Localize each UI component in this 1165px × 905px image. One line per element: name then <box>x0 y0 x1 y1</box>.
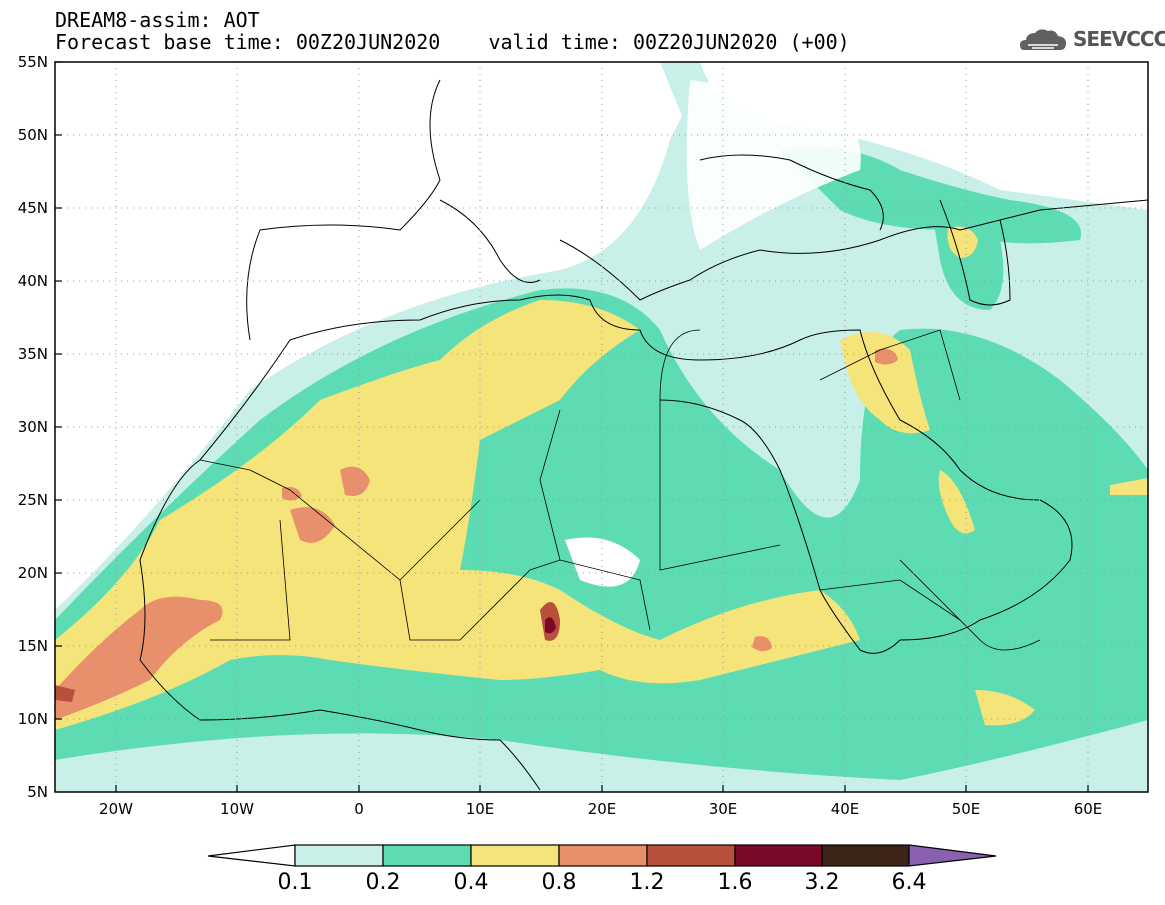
lon-label: 20W <box>99 800 133 818</box>
gridlines <box>55 62 1148 792</box>
lat-label: 50N <box>17 126 48 144</box>
colorbar-swatch <box>294 844 384 867</box>
colorbar-label: 3.2 <box>804 870 840 895</box>
colorbar-swatch <box>470 844 560 867</box>
coastlines <box>139 79 1148 791</box>
political-borders <box>199 329 1041 651</box>
lat-label: 15N <box>17 637 48 655</box>
forecast-time-line: Forecast base time: 00Z20JUN2020 valid t… <box>55 30 850 54</box>
lon-label: 10W <box>220 800 254 818</box>
colorbar-swatch <box>382 844 472 867</box>
lat-label: 20N <box>17 564 48 582</box>
colorbar-label: 0.1 <box>277 870 313 895</box>
colorbar-label: 0.4 <box>453 870 489 895</box>
lon-label: 0 <box>354 800 364 818</box>
colorbar <box>207 844 997 867</box>
lon-label: 40E <box>830 800 860 818</box>
colorbar-high-arrow <box>908 844 997 867</box>
colorbar-swatch <box>558 844 648 867</box>
colorbar-label: 6.4 <box>891 870 927 895</box>
colorbar-label: 0.2 <box>365 870 401 895</box>
aot-field <box>55 62 1148 792</box>
lat-label: 30N <box>17 418 48 436</box>
colorbar-label: 1.6 <box>717 870 753 895</box>
colorbar-swatch <box>734 844 823 867</box>
colorbar-low-arrow <box>207 844 296 867</box>
colorbar-label: 1.2 <box>629 870 665 895</box>
lon-label: 60E <box>1073 800 1103 818</box>
lat-label: 40N <box>17 272 48 290</box>
colorbar-swatch <box>646 844 736 867</box>
lat-label: 45N <box>17 199 48 217</box>
lat-label: 55N <box>17 53 48 71</box>
logo-text: SEEVCCC <box>1073 27 1165 51</box>
lat-label: 10N <box>17 710 48 728</box>
lat-label: 5N <box>27 783 48 801</box>
colorbar-swatch <box>821 844 910 867</box>
map-title: DREAM8-assim: AOT <box>55 8 260 32</box>
lat-label: 25N <box>17 491 48 509</box>
lon-label: 50E <box>951 800 981 818</box>
colorbar-label: 0.8 <box>541 870 577 895</box>
axis-ticks <box>55 61 1089 792</box>
lon-label: 30E <box>708 800 738 818</box>
cloud-logo-icon <box>1020 29 1066 50</box>
lon-label: 10E <box>465 800 495 818</box>
lat-label: 35N <box>17 345 48 363</box>
lon-label: 20E <box>587 800 617 818</box>
